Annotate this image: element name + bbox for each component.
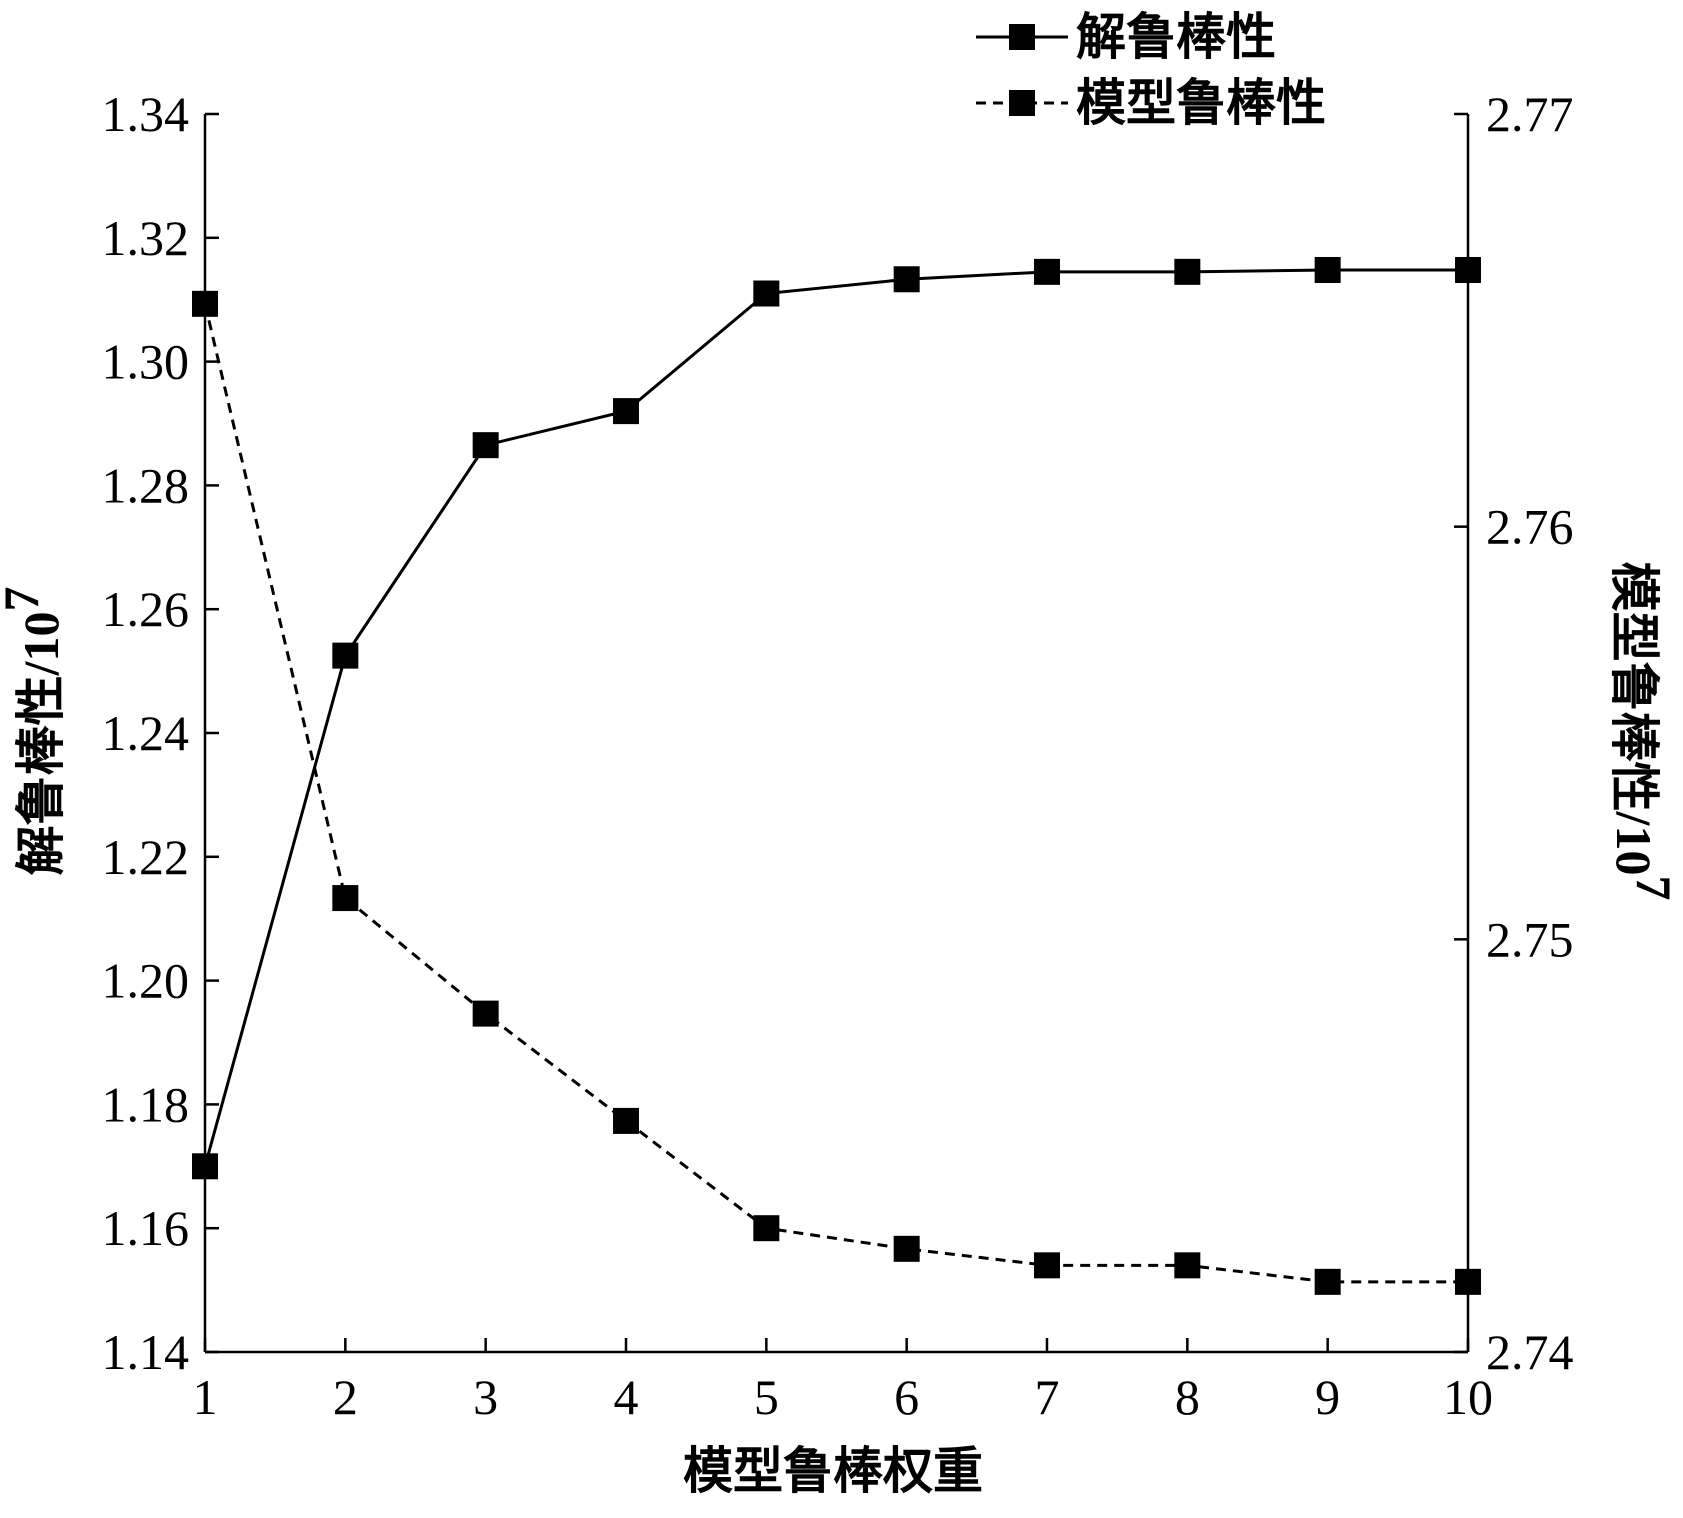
legend-marker-square <box>1009 24 1035 50</box>
left-y-tick-label: 1.18 <box>102 1076 190 1132</box>
data-point <box>893 266 920 293</box>
legend-marker-square <box>1009 90 1035 116</box>
right-y-axis-title-exp: 7 <box>1626 875 1682 900</box>
x-tick-label: 5 <box>754 1369 779 1425</box>
right-y-tick-label: 2.75 <box>1486 911 1574 967</box>
data-point <box>1455 256 1481 283</box>
right-y-axis-title: 模型鲁棒性/107 <box>1605 562 1682 901</box>
left-y-tick-label: 1.32 <box>102 210 190 266</box>
data-point <box>893 1235 920 1262</box>
right-y-axis-title-unit: /10 <box>1606 811 1662 876</box>
x-tick-label: 3 <box>473 1369 498 1425</box>
left-y-axis-title: 解鲁棒性/107 <box>0 587 70 876</box>
data-point <box>332 885 359 912</box>
data-point <box>1174 1252 1201 1279</box>
data-point <box>1174 258 1201 285</box>
plot-area <box>192 256 1481 1295</box>
x-axis: 1 2 3 4 5 6 7 8 9 10 <box>193 1338 1493 1425</box>
x-tick-label: 6 <box>894 1369 919 1425</box>
data-point <box>753 1215 780 1242</box>
x-tick-label: 7 <box>1035 1369 1060 1425</box>
series-line <box>203 303 1468 1284</box>
data-point <box>1314 1268 1341 1295</box>
right-y-tick-label: 2.77 <box>1486 86 1574 142</box>
left-y-tick-label: 1.30 <box>102 334 190 390</box>
x-tick-label: 8 <box>1175 1369 1200 1425</box>
data-point <box>613 1107 639 1134</box>
data-point <box>472 1000 499 1027</box>
right-y-axis: 2.74 2.75 2.76 2.77 <box>1454 86 1574 1380</box>
data-point <box>332 642 359 669</box>
x-tick-label: 1 <box>193 1369 218 1425</box>
legend-label-model-robustness: 模型鲁棒性 <box>1076 74 1326 132</box>
left-y-axis-title-unit: /10 <box>13 612 69 677</box>
data-point <box>1455 1268 1481 1295</box>
left-y-tick-label: 1.24 <box>102 705 190 761</box>
right-y-tick-label: 2.76 <box>1486 499 1574 555</box>
x-tick-label: 4 <box>614 1369 639 1425</box>
right-y-axis-title-main: 模型鲁棒性 <box>1605 562 1663 812</box>
x-tick-label: 9 <box>1315 1369 1340 1425</box>
left-y-tick-label: 1.34 <box>102 86 190 142</box>
left-y-axis-title-exp: 7 <box>0 587 49 612</box>
series-line <box>203 268 1468 1167</box>
data-point <box>753 280 780 307</box>
legend-item-solution-robustness: 解鲁棒性 <box>976 8 1276 66</box>
x-tick-label: 10 <box>1443 1369 1493 1425</box>
left-y-tick-label: 1.22 <box>102 829 190 885</box>
right-y-tick-label: 2.74 <box>1486 1324 1574 1380</box>
left-y-tick-label: 1.26 <box>102 581 190 637</box>
x-tick-label: 2 <box>333 1369 358 1425</box>
legend-item-model-robustness: 模型鲁棒性 <box>976 74 1326 132</box>
left-y-tick-label: 1.20 <box>102 953 190 1009</box>
legend-label-solution-robustness: 解鲁棒性 <box>1076 8 1276 66</box>
series-solution-robustness <box>192 256 1481 1180</box>
data-point <box>1314 256 1341 283</box>
series-model-robustness <box>192 290 1481 1295</box>
left-y-tick-label: 1.16 <box>102 1200 190 1256</box>
data-point <box>192 290 218 317</box>
data-point <box>613 398 639 425</box>
left-y-tick-label: 1.28 <box>102 457 190 513</box>
left-y-axis-title-main: 解鲁棒性 <box>12 675 70 875</box>
left-y-tick-label: 1.14 <box>102 1324 190 1380</box>
x-axis-title: 模型鲁棒权重 <box>683 1442 983 1500</box>
data-point <box>1034 1252 1060 1279</box>
data-point <box>192 1153 218 1180</box>
data-point <box>1034 258 1060 285</box>
data-point <box>472 432 499 459</box>
legend: 解鲁棒性 模型鲁棒性 <box>976 8 1326 132</box>
left-y-axis: 1.14 1.16 1.18 1.20 1.22 1.24 1.26 1.28 1.30 1.32… <box>102 86 219 1380</box>
axes <box>203 114 1470 1354</box>
